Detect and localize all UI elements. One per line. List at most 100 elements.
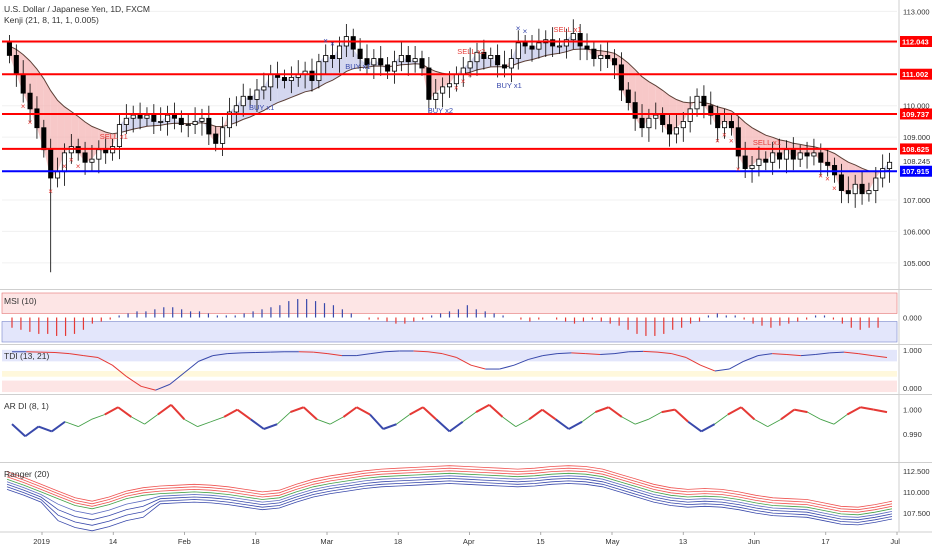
candle-body [233,105,239,113]
candle-body [495,55,501,66]
candle-body [508,58,514,69]
candle-body [866,190,872,195]
candle-body [412,58,418,63]
candle-body [247,95,253,100]
y-tick-label: 106.000 [903,227,930,236]
level-price-tag [900,36,932,48]
ranger-tick-label: 107.500 [903,509,930,518]
low-marker: × [722,130,727,139]
candle-body [240,95,246,107]
ardi-line-segment [276,411,291,425]
last-price-label: 108.245 [903,157,930,166]
ardi-line-segment [833,414,848,425]
ardi-line-segment [674,408,689,423]
candle-body [632,102,638,119]
candle-body [481,51,487,59]
candle-body [880,168,886,179]
x-tick-label: 17 [821,537,829,546]
candle-body [570,33,576,41]
buy-signal-label: BUY x1 [345,62,370,71]
tdi-line-segment [140,385,156,391]
ardi-line-segment [608,406,623,418]
candle-body [433,92,439,100]
ardi-line-segment [820,418,835,425]
kenji-cloud-segment [112,124,120,147]
y-tick-label: 110.000 [903,102,930,111]
candle-body [165,114,171,122]
tdi-line-segment [198,355,214,362]
tdi-line-segment [843,351,859,355]
ardi-line-segment [873,408,888,414]
msi-pane-label: MSI (10) [4,296,37,306]
ardi-line-segment [263,423,278,430]
ardi-line-segment [422,406,437,421]
candle-body [832,165,838,176]
candle-body [123,117,129,125]
ardi-line-segment [24,425,40,438]
kenji-cloud-segment [201,118,209,134]
ardi-tick-label: 1.000 [903,406,922,415]
candle-body [598,55,604,59]
tdi-line-segment [757,353,773,357]
ardi-line-segment [435,418,451,433]
x-tick-label: Mar [320,537,333,546]
candle-body [426,67,432,100]
candle-body [756,158,762,166]
ardi-line-segment [568,420,583,430]
candle-body [391,61,398,72]
candle-body [199,117,205,122]
candle-body [151,114,157,122]
ardi-line-segment [184,418,198,427]
ranger-band-line [6,477,893,521]
ardi-line-segment [38,425,53,433]
tdi-line-segment [126,376,142,387]
candle-body [859,183,865,195]
kenji-cloud-segment [360,58,367,68]
ardi-line-segment [528,408,543,421]
ardi-line-segment [91,414,105,420]
tdi-tick-label: 0.000 [903,384,922,393]
ardi-line-segment [780,408,795,421]
candle-body [777,152,783,160]
x-tick-label: 2019 [33,537,50,546]
candle-body [660,114,666,125]
candle-body [852,183,858,195]
y-tick-label: 109.000 [903,133,930,142]
candle-body [591,48,597,59]
candle-body [666,124,673,135]
ardi-line-segment [356,406,371,416]
tdi-line-segment [513,358,529,366]
ardi-line-segment [210,416,225,423]
buy-signal-label: BUY x1 [497,81,522,90]
x-tick-label: 13 [679,537,687,546]
candle-body [398,55,404,63]
ranger-tick-label: 110.000 [903,488,930,497]
msi-upper-band [1,292,898,314]
kenji-cloud-segment [85,121,92,163]
candle-body [584,45,590,50]
ardi-line-segment [700,423,716,433]
tdi-line-segment [470,364,486,370]
ardi-line-segment [448,420,464,433]
kenji-cloud-segment [525,46,533,62]
low-marker: × [729,137,734,146]
kenji-cloud-segment [868,171,876,191]
tdi-line-segment [83,355,99,359]
tdi-line-segment [743,355,759,362]
high-marker: × [523,27,528,36]
ardi-line-segment [131,416,145,425]
candle-body [625,89,631,103]
kenji-cloud-segment [758,131,766,163]
candle-body [220,127,226,144]
ardi-pane-label: AR DI (8, 1) [4,401,49,411]
ardi-line-segment [290,406,305,414]
candle-body [144,114,150,119]
ardi-line-segment [846,406,861,416]
candle-body [27,92,33,110]
low-marker: × [454,83,459,92]
candle-body [701,95,707,107]
sell-signal-label: SELL x1 [753,138,781,147]
tdi-line-segment [643,350,658,353]
